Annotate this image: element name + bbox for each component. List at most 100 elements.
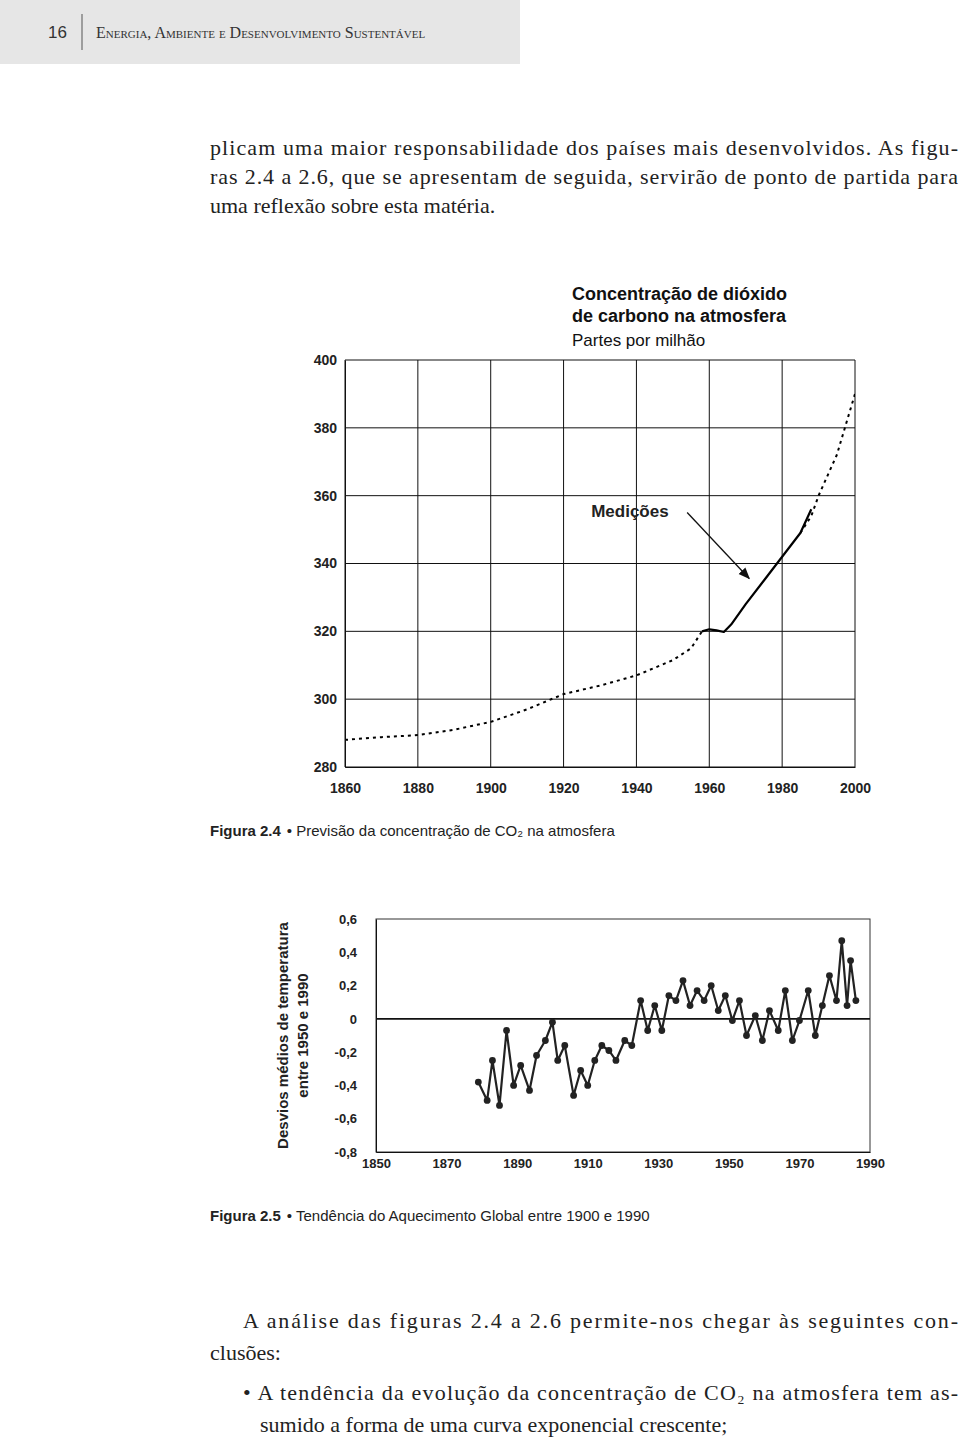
- data-point: [673, 997, 680, 1004]
- data-point: [644, 1027, 651, 1034]
- tick-label: 1910: [574, 1156, 603, 1171]
- data-point: [708, 982, 715, 989]
- grid-line: [345, 360, 855, 361]
- data-point: [729, 1017, 736, 1024]
- data-point: [812, 1032, 819, 1039]
- page-header: 16Energia, Ambiente e Desenvolvimento Su…: [0, 0, 520, 64]
- tick: 0,6: [339, 912, 376, 927]
- tick-label: 1860: [330, 780, 361, 796]
- tick-label: 340: [314, 555, 338, 571]
- text-line: • A tendência da evolução da concentraçã…: [243, 1380, 958, 1405]
- data-point: [475, 1079, 482, 1086]
- data-point: [561, 1042, 568, 1049]
- data-point: [570, 1092, 577, 1099]
- tick-label: 300: [314, 691, 338, 707]
- intro-paragraph: plicam uma maior responsabilidade dos pa…: [210, 135, 958, 218]
- caption-text: • Tendência do Aquecimento Global entre …: [287, 1207, 650, 1224]
- tick: 360: [314, 488, 345, 504]
- data-point: [819, 1002, 826, 1009]
- data-point: [766, 1007, 773, 1014]
- tick-label: 0: [350, 1012, 357, 1027]
- conclusion-paragraph: A análise das figuras 2.4 a 2.6 permite-…: [210, 1308, 958, 1365]
- tick: 1940: [621, 767, 652, 796]
- tick-label: 1870: [433, 1156, 462, 1171]
- tick: 1990: [856, 1152, 885, 1171]
- grid-line: [345, 360, 346, 767]
- data-point: [796, 1017, 803, 1024]
- page: 16Energia, Ambiente e Desenvolvimento Su…: [0, 0, 960, 1440]
- data-point: [759, 1037, 766, 1044]
- tick-label: 1980: [767, 780, 798, 796]
- text-line: plicam uma maior responsabilidade dos pa…: [210, 135, 958, 160]
- data-point: [577, 1067, 584, 1074]
- data-point: [665, 992, 672, 999]
- tick-label: 1880: [403, 780, 434, 796]
- tick-label: 0,6: [339, 912, 357, 927]
- data-point: [517, 1062, 524, 1069]
- data-point: [775, 1027, 782, 1034]
- tick-label: -0,8: [335, 1145, 357, 1160]
- tick: -0,2: [335, 1045, 376, 1060]
- tick: 0: [350, 1012, 376, 1027]
- plot-marks: [345, 394, 855, 740]
- grid-line: [855, 360, 856, 767]
- axis-title: Desvios médios de temperatura: [274, 921, 291, 1148]
- data-point: [752, 1012, 759, 1019]
- tick: 1980: [767, 767, 798, 796]
- tick-label: 0,4: [339, 945, 358, 960]
- axis-line: [346, 767, 856, 768]
- chart-title: Concentração de dióxido: [572, 284, 787, 304]
- grid-line: [345, 495, 855, 496]
- tick: 1960: [694, 767, 725, 796]
- tick: 1950: [715, 1152, 744, 1171]
- text-line: clusões:: [210, 1340, 281, 1365]
- annotation-text: Medições: [591, 502, 668, 521]
- data-point: [722, 992, 729, 999]
- tick: 1910: [574, 1152, 603, 1171]
- tick: 2000: [840, 767, 871, 796]
- tick-label: 380: [314, 420, 338, 436]
- data-point: [628, 1042, 635, 1049]
- page-number: 16: [48, 23, 67, 42]
- data-point: [847, 957, 854, 964]
- axis-line: [345, 361, 346, 768]
- text-line: sumido a forma de uma curva exponencial …: [260, 1412, 727, 1437]
- bullet-item: • A tendência da evolução da concentraçã…: [243, 1380, 958, 1437]
- data-point: [852, 997, 859, 1004]
- data-point: [489, 1057, 496, 1064]
- y-axis: 280300320340360380400: [314, 352, 346, 775]
- data-line: [478, 941, 856, 1106]
- data-point: [651, 1002, 658, 1009]
- axis-title: entre 1950 e 1990: [294, 973, 311, 1097]
- tick-label: 400: [314, 352, 338, 368]
- tick-label: 1940: [621, 780, 652, 796]
- data-point: [605, 1047, 612, 1054]
- reference-line: [376, 1018, 870, 1020]
- data-point: [484, 1097, 491, 1104]
- tick-label: 0,2: [339, 978, 357, 993]
- tick: 1880: [403, 767, 434, 796]
- tick-label: 360: [314, 488, 338, 504]
- data-point: [782, 987, 789, 994]
- grid-line: [345, 699, 855, 700]
- header-divider: [82, 14, 83, 50]
- data-point: [503, 1027, 510, 1034]
- data-point: [526, 1087, 533, 1094]
- data-point: [833, 997, 840, 1004]
- tick-label: 1930: [644, 1156, 673, 1171]
- tick-label: 1950: [715, 1156, 744, 1171]
- data-point: [554, 1057, 561, 1064]
- data-point: [533, 1052, 540, 1059]
- text-line: ras 2.4 a 2.6, que se apresentam de segu…: [210, 164, 958, 189]
- tick: 320: [314, 623, 345, 639]
- tick: -0,6: [335, 1111, 376, 1126]
- data-line: [702, 509, 811, 632]
- tick: 340: [314, 555, 345, 571]
- plot-marks: [475, 937, 859, 1109]
- tick-label: 2000: [840, 780, 871, 796]
- tick: 1870: [433, 1152, 462, 1171]
- tick-label: -0,4: [335, 1078, 358, 1093]
- tick: 1850: [362, 1152, 391, 1171]
- plot-frame: [376, 919, 870, 1152]
- grid-line: [490, 360, 491, 767]
